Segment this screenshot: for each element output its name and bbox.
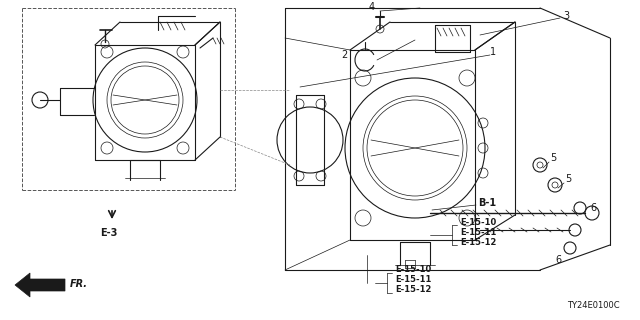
Text: E-15-11: E-15-11: [395, 276, 431, 284]
Text: 5: 5: [550, 153, 556, 163]
Polygon shape: [15, 273, 65, 297]
Text: FR.: FR.: [70, 279, 88, 289]
Text: TY24E0100C: TY24E0100C: [568, 301, 620, 310]
Text: 6: 6: [555, 255, 561, 265]
Text: 5: 5: [565, 174, 572, 184]
Text: E-15-12: E-15-12: [460, 237, 497, 246]
Text: 6: 6: [590, 203, 596, 213]
Text: B-1: B-1: [478, 198, 496, 208]
Text: 1: 1: [490, 47, 496, 57]
Text: 4: 4: [369, 2, 375, 12]
Text: E-3: E-3: [100, 228, 117, 238]
Text: E-15-10: E-15-10: [395, 266, 431, 275]
Text: E-15-12: E-15-12: [395, 285, 431, 294]
Text: 3: 3: [563, 11, 569, 21]
Text: E-15-11: E-15-11: [460, 228, 497, 236]
Text: 2: 2: [340, 50, 347, 60]
Text: E-15-10: E-15-10: [460, 218, 496, 227]
